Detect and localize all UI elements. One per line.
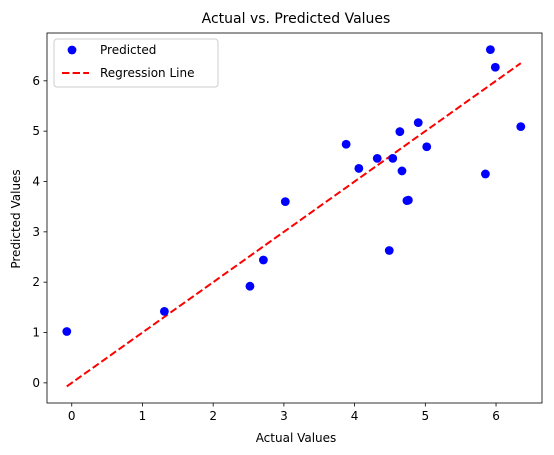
legend-box [53, 38, 219, 88]
y-axis-label: Predicted Values [9, 169, 23, 268]
data-point-4 [258, 255, 268, 265]
x-axis-ticks: 0 1 2 3 4 5 6 [68, 403, 500, 423]
regression-line [66, 62, 522, 388]
x-tick-label-3: 3 [280, 409, 288, 423]
data-point-3 [245, 281, 255, 291]
data-point-19 [490, 62, 500, 72]
x-tick-label-5: 5 [422, 409, 430, 423]
data-point-11 [395, 127, 405, 137]
data-point-12 [397, 166, 407, 176]
x-axis-label: Actual Values [256, 431, 337, 445]
plot-area [46, 32, 543, 404]
y-axis-ticks: 0 1 2 3 4 5 6 [32, 74, 47, 390]
data-point-6 [341, 139, 351, 149]
y-tick-label-5: 5 [32, 124, 40, 138]
data-point-8 [372, 153, 382, 163]
data-point-17 [481, 169, 490, 179]
x-tick-label-1: 1 [139, 409, 147, 423]
y-tick-label-1: 1 [32, 326, 40, 340]
data-point-15 [413, 118, 423, 128]
legend-label-regression-line: Regression Line [100, 66, 194, 80]
data-point-5 [280, 197, 290, 207]
x-tick-label-4: 4 [351, 409, 359, 423]
data-point-1 [62, 327, 72, 336]
x-tick-label-2: 2 [209, 409, 217, 423]
y-tick-label-6: 6 [32, 74, 40, 88]
chart-title: Actual vs. Predicted Values [202, 11, 391, 27]
y-tick-label-3: 3 [32, 225, 40, 239]
legend: Predicted Regression Line [53, 38, 219, 88]
data-point-14 [403, 195, 413, 205]
x-tick-label-6: 6 [492, 409, 500, 423]
legend-marker-predicted [67, 45, 77, 55]
data-point-7 [354, 164, 364, 173]
data-point-16 [422, 142, 432, 152]
data-point-20 [516, 122, 526, 132]
data-point-2 [159, 306, 169, 316]
y-tick-label-2: 2 [32, 275, 40, 289]
data-point-18 [485, 45, 495, 55]
legend-label-predicted: Predicted [100, 43, 156, 57]
data-point-9 [384, 246, 394, 255]
data-point-10 [388, 153, 398, 163]
x-tick-label-0: 0 [68, 409, 76, 423]
y-tick-label-0: 0 [32, 376, 40, 390]
y-tick-label-4: 4 [32, 175, 40, 189]
plot-frame [46, 32, 543, 404]
